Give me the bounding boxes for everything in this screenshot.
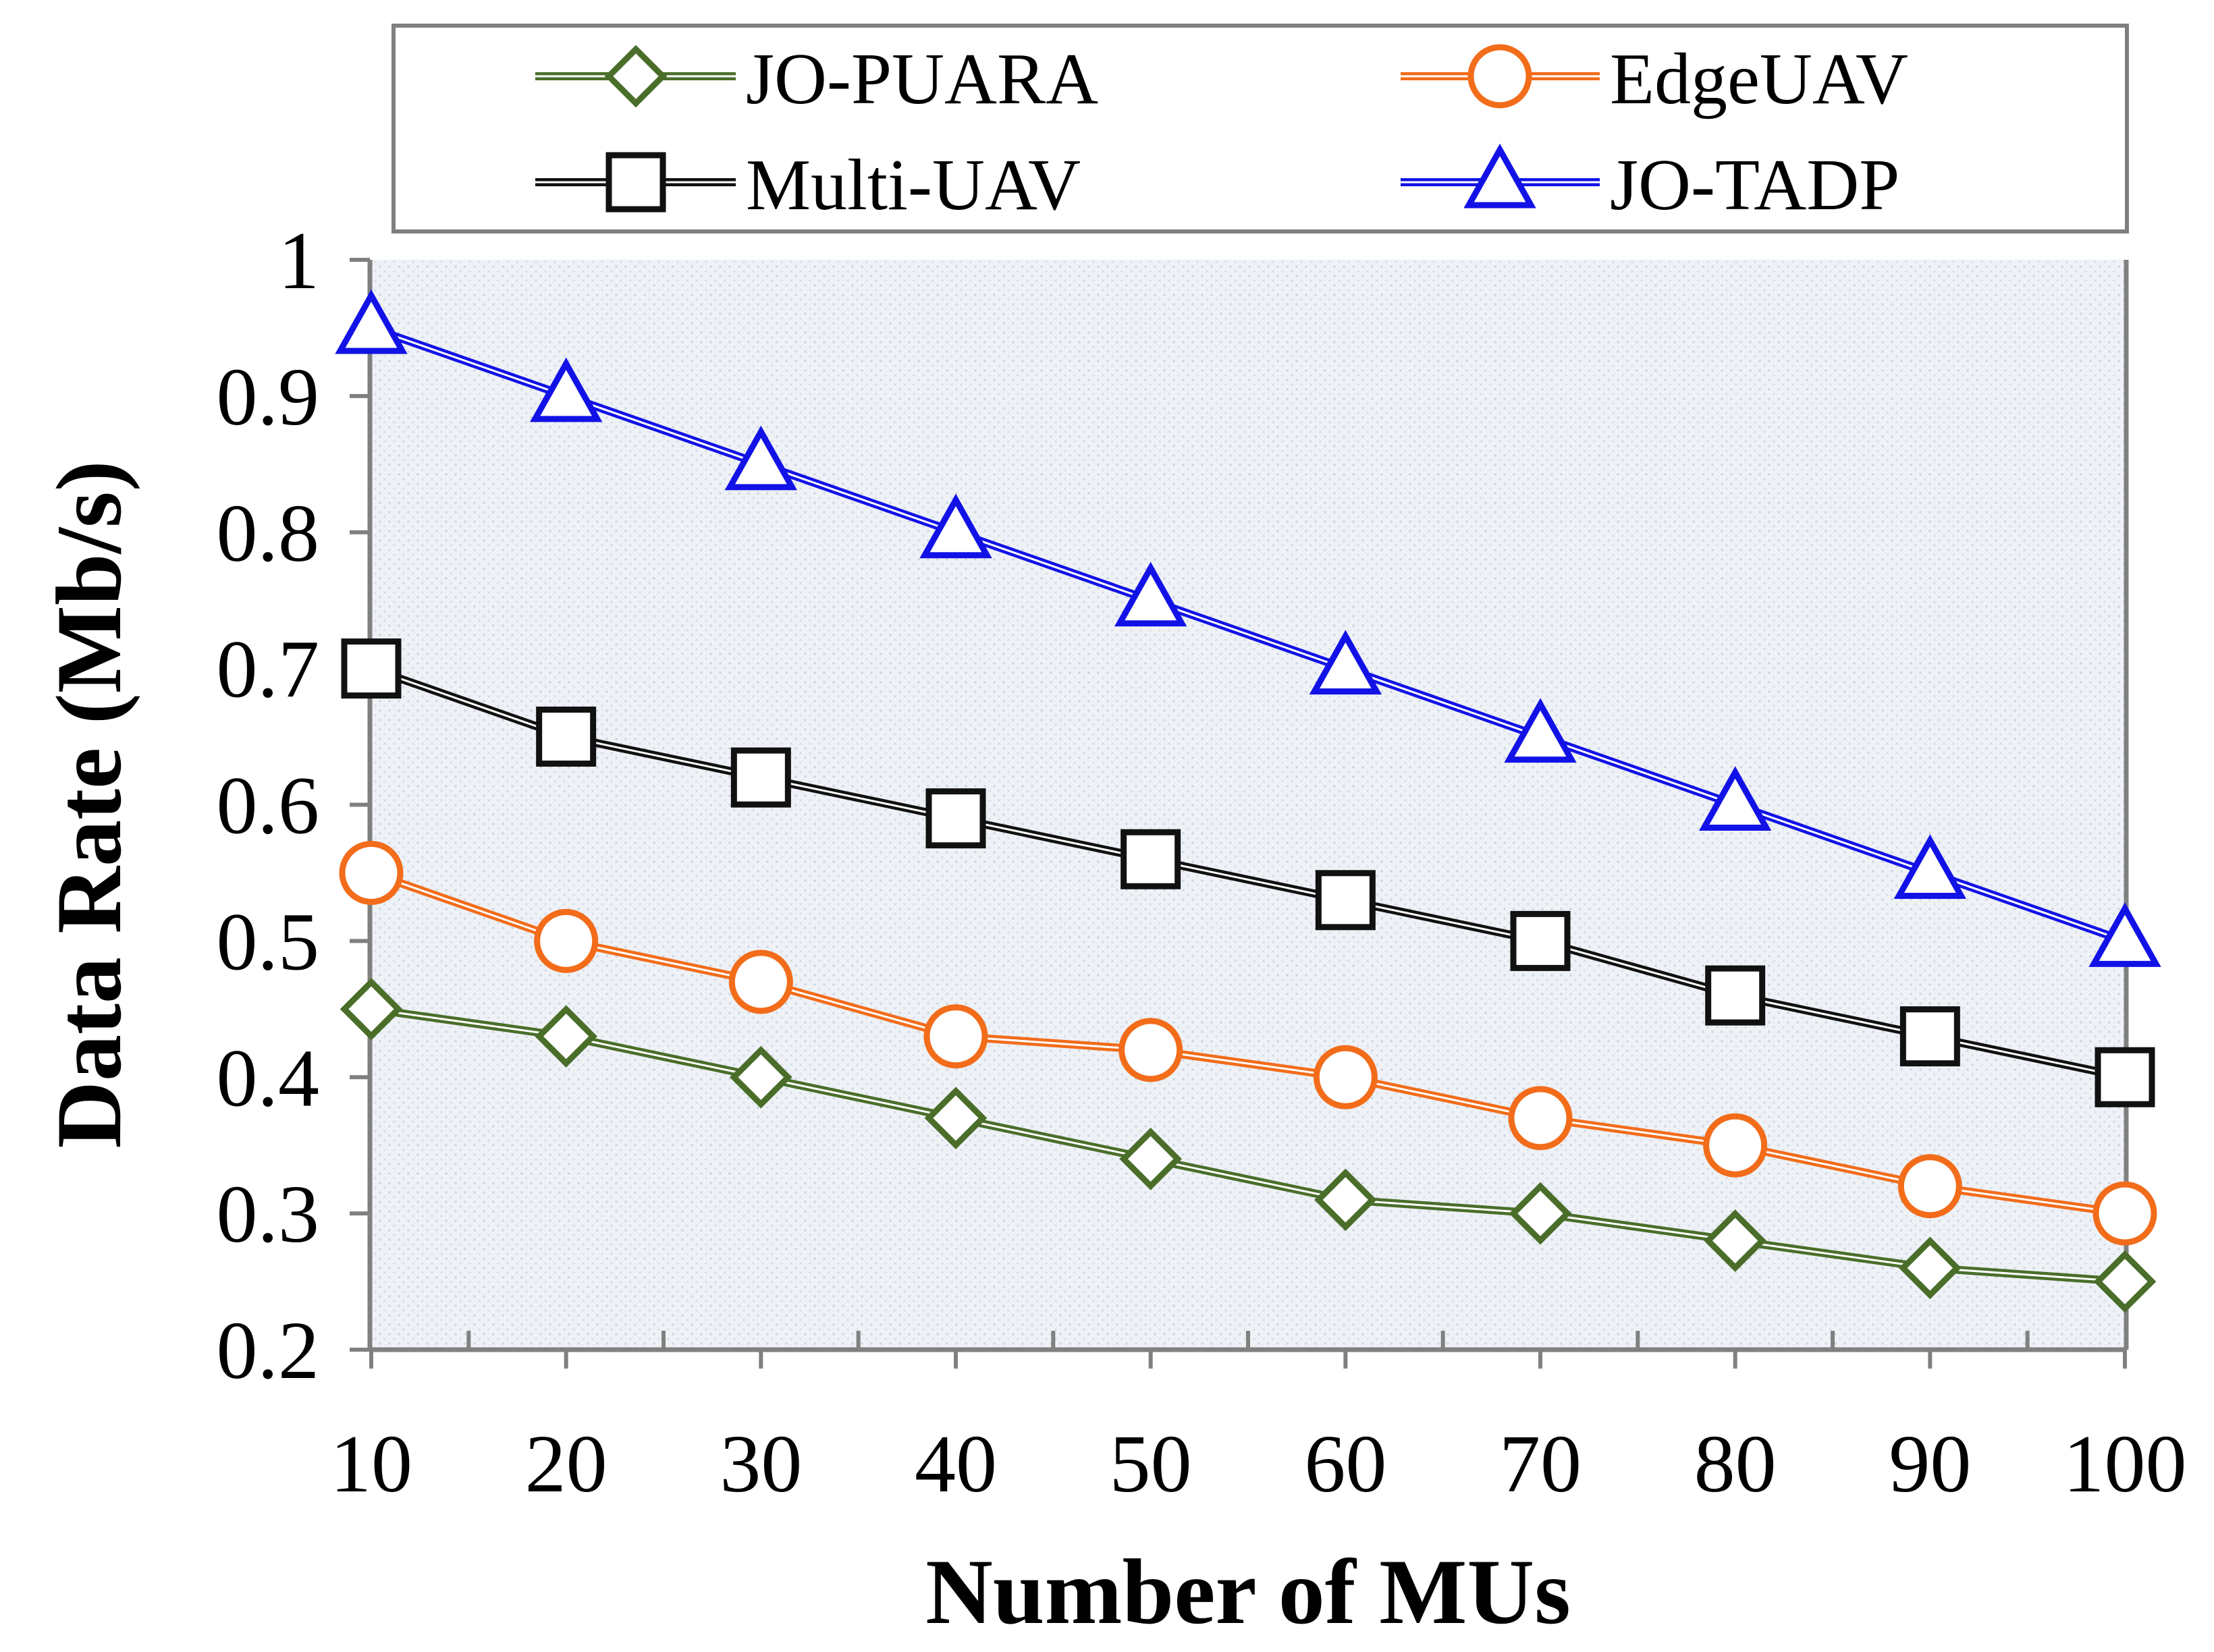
series-line-inner — [371, 667, 2126, 1078]
y-tick-label: 0.6 — [217, 761, 320, 852]
series-line-inner — [371, 1008, 2126, 1283]
data-point — [1898, 1236, 1962, 1300]
x-tick-label: 80 — [1694, 1419, 1777, 1510]
y-tick-label: 0.9 — [217, 352, 320, 443]
data-point — [2088, 902, 2161, 967]
data-point — [534, 908, 599, 973]
x-axis-title: Number of MUs — [925, 1540, 1571, 1643]
x-tick-label: 10 — [330, 1419, 412, 1510]
y-tick-label: 0.3 — [217, 1169, 320, 1260]
data-point — [529, 357, 603, 422]
legend-box — [392, 24, 2129, 233]
data-point — [2095, 1047, 2155, 1107]
data-point — [925, 788, 986, 849]
x-tick-label: 90 — [1889, 1419, 1971, 1510]
data-point — [2093, 1250, 2157, 1313]
data-point — [1114, 561, 1187, 627]
data-point — [1897, 1154, 1962, 1219]
series-markers — [335, 289, 2161, 1313]
data-point — [1899, 1006, 1960, 1067]
legend-marker-square-icon — [605, 152, 666, 213]
data-point — [339, 840, 404, 905]
data-point — [1504, 698, 1577, 763]
x-tick-label: 100 — [2063, 1419, 2187, 1510]
legend-marker-circle-icon — [1467, 44, 1532, 109]
data-point — [2092, 1181, 2157, 1246]
x-tick-label: 60 — [1304, 1419, 1386, 1510]
x-tick-label: 40 — [915, 1419, 997, 1510]
y-tick-label: 0.4 — [217, 1032, 320, 1124]
legend-label: JO-PUARA — [746, 39, 1098, 119]
data-point — [335, 289, 408, 354]
data-point — [1893, 834, 1967, 899]
data-point — [1119, 1128, 1183, 1190]
data-point — [536, 707, 597, 767]
data-point — [1118, 1018, 1183, 1082]
legend-label: JO-TADP — [1610, 145, 1899, 225]
data-point — [1509, 1182, 1572, 1245]
data-point — [924, 1086, 988, 1150]
data-point — [340, 977, 403, 1041]
legend-marker-diamond-icon — [604, 45, 668, 108]
data-point — [1508, 1086, 1573, 1151]
x-tick-label: 30 — [720, 1419, 802, 1510]
data-point — [1315, 870, 1376, 931]
data-point — [341, 638, 402, 699]
data-point — [1120, 829, 1181, 889]
y-tick-label: 0.8 — [217, 488, 320, 579]
legend-label: Multi-UAV — [746, 145, 1081, 225]
data-point — [919, 493, 992, 559]
series-line-inner — [371, 327, 2126, 942]
data-point — [1314, 1168, 1377, 1232]
x-tick-label: 70 — [1499, 1419, 1582, 1510]
data-point — [1705, 965, 1766, 1026]
data-point — [728, 949, 793, 1014]
data-point — [1313, 1045, 1378, 1109]
legend-label: EdgeUAV — [1610, 39, 1908, 119]
y-tick-label: 0.7 — [217, 624, 320, 715]
series-line-inner — [371, 872, 2126, 1215]
y-tick-label: 0.5 — [217, 896, 320, 987]
data-point — [1698, 766, 1772, 831]
data-point — [724, 425, 798, 491]
x-tick-label: 50 — [1110, 1419, 1192, 1510]
data-point — [1309, 630, 1382, 695]
data-point — [730, 747, 791, 808]
data-point — [1704, 1209, 1767, 1272]
data-point — [923, 1004, 988, 1069]
x-tick-label: 20 — [525, 1419, 608, 1510]
y-tick-label: 0.2 — [217, 1305, 320, 1396]
data-point — [729, 1045, 792, 1109]
data-point — [535, 1005, 598, 1068]
legend: JO-PUARA EdgeUAV Multi-UAV JO-TADP — [535, 39, 1908, 225]
y-ticks: 0.2 0.3 0.4 0.5 0.6 0.7 0.8 0.9 1 — [217, 215, 370, 1396]
y-axis-title: Data Rate (Mb/s) — [37, 460, 140, 1148]
data-point — [1703, 1113, 1768, 1178]
x-ticks: 10 20 30 40 50 60 70 80 90 100 — [330, 1331, 2187, 1510]
legend-marker-triangle-icon — [1463, 143, 1536, 209]
data-point — [1510, 910, 1571, 971]
y-tick-label: 1 — [278, 215, 319, 306]
series-lines — [370, 324, 2126, 1286]
